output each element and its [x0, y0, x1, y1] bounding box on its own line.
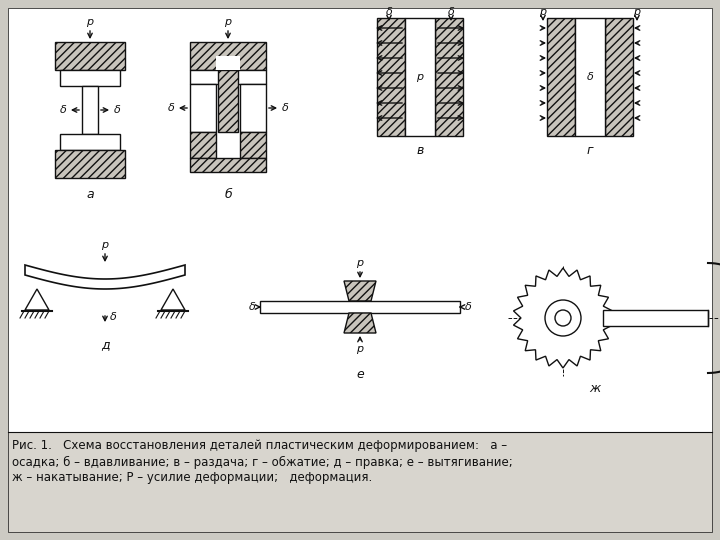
Text: а: а: [86, 188, 94, 201]
Text: δ: δ: [168, 103, 174, 113]
Text: е: е: [356, 368, 364, 381]
Bar: [575, 18, 605, 136]
Text: р: р: [356, 344, 364, 354]
Bar: [605, 18, 633, 136]
Bar: [60, 134, 120, 150]
Text: г: г: [587, 145, 593, 158]
Text: в: в: [416, 145, 423, 158]
Polygon shape: [161, 289, 185, 310]
Bar: [8, 8, 712, 432]
Bar: [377, 18, 405, 136]
Bar: [190, 70, 266, 84]
Bar: [190, 42, 266, 70]
Bar: [8, 432, 712, 532]
Text: д: д: [101, 339, 109, 352]
Bar: [190, 84, 216, 132]
Text: δ: δ: [114, 105, 120, 115]
Polygon shape: [513, 268, 613, 368]
Text: р: р: [225, 17, 232, 27]
Bar: [405, 18, 435, 136]
Text: δ: δ: [248, 302, 256, 312]
Polygon shape: [344, 313, 376, 333]
Polygon shape: [25, 289, 49, 310]
Bar: [435, 18, 463, 136]
Text: δ: δ: [60, 105, 66, 115]
Text: δ: δ: [587, 72, 593, 82]
Bar: [240, 84, 266, 132]
Text: р: р: [416, 72, 423, 82]
Text: δ: δ: [282, 103, 289, 113]
Text: р: р: [102, 240, 109, 250]
Circle shape: [555, 310, 571, 326]
Text: δ: δ: [109, 312, 117, 322]
Text: р: р: [539, 7, 546, 17]
Text: осадка; б – вдавливание; в – раздача; г – обжатие; д – правка; е – вытягивание;: осадка; б – вдавливание; в – раздача; г …: [12, 455, 513, 469]
Bar: [218, 70, 238, 132]
Bar: [60, 70, 120, 86]
Polygon shape: [25, 265, 185, 289]
Text: б: б: [224, 188, 232, 201]
Text: δ: δ: [464, 302, 472, 312]
Text: Рис. 1.   Схема восстановления деталей пластическим деформированием:   а –: Рис. 1. Схема восстановления деталей пла…: [12, 440, 507, 453]
Bar: [55, 42, 125, 70]
Text: р: р: [356, 258, 364, 268]
Bar: [55, 150, 125, 178]
Bar: [190, 158, 266, 172]
Bar: [603, 310, 708, 326]
Text: р: р: [634, 7, 641, 17]
Polygon shape: [344, 281, 376, 301]
Circle shape: [545, 300, 581, 336]
Bar: [190, 132, 216, 158]
Bar: [240, 132, 266, 158]
Text: р: р: [86, 17, 94, 27]
Bar: [82, 86, 98, 134]
Bar: [260, 301, 460, 313]
Bar: [216, 56, 240, 70]
Text: ж – накатывание; Р – усилие деформации;   деформация.: ж – накатывание; Р – усилие деформации; …: [12, 471, 372, 484]
Text: δ: δ: [386, 7, 392, 17]
Text: δ: δ: [448, 7, 454, 17]
Text: ж: ж: [590, 381, 600, 395]
Bar: [216, 56, 240, 70]
Bar: [547, 18, 575, 136]
